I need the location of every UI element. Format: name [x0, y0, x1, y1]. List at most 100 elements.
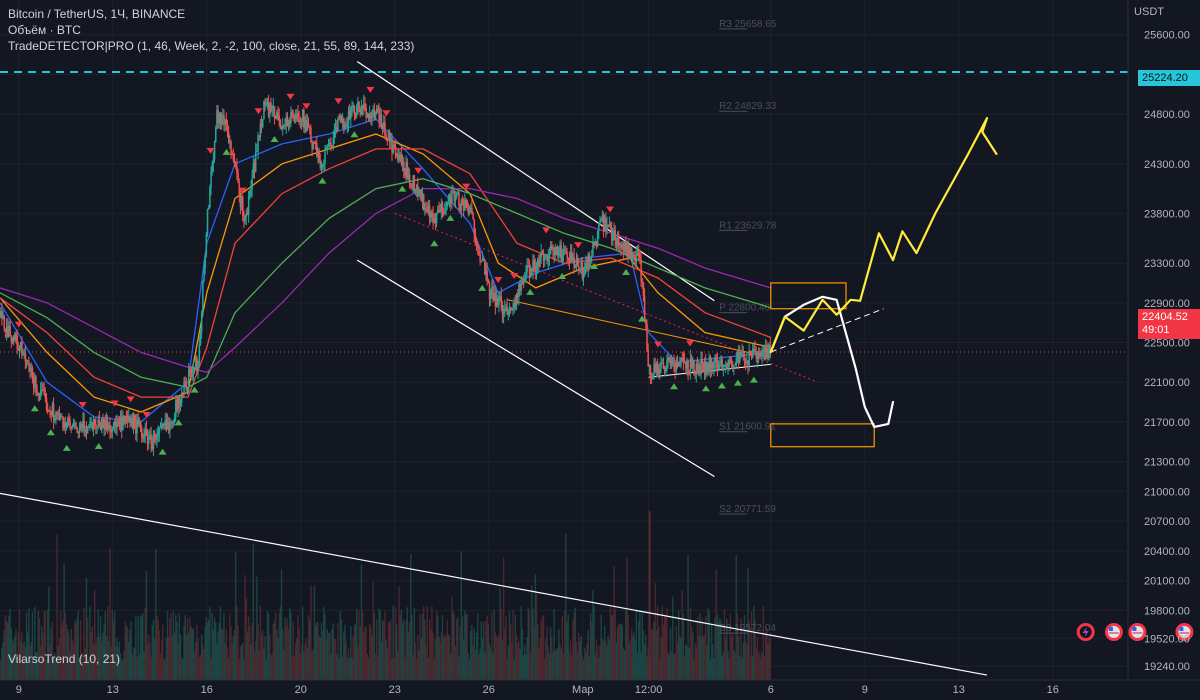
candle-body — [76, 427, 78, 433]
volume-bar — [222, 628, 224, 680]
volume-bar — [441, 614, 444, 680]
volume-bar — [155, 549, 157, 680]
candle-body — [578, 265, 580, 269]
price-axis[interactable]: 25600.00 24800.00 24300.00 23800.00 23300.00… — [1127, 0, 1190, 680]
volume-bar — [759, 650, 761, 680]
volume-bar — [116, 638, 118, 680]
candle-body — [106, 420, 109, 430]
time-axis[interactable]: 9 13 16 20 23 26 Мар 12:00 6 9 13 16 — [0, 679, 1200, 696]
candle-body — [501, 308, 504, 315]
candle-body — [460, 200, 463, 211]
candle-body — [730, 360, 733, 365]
volume-bar — [363, 632, 365, 680]
volume-bar — [554, 650, 556, 680]
candle-body — [273, 106, 276, 117]
volume-bar — [291, 656, 293, 680]
candle-body — [492, 287, 494, 301]
volume-bar — [719, 617, 721, 680]
volume-bar — [215, 622, 217, 680]
volume-bar — [68, 633, 70, 680]
volume-bar — [146, 644, 149, 680]
volume-bar — [665, 616, 667, 680]
candle-body — [24, 353, 27, 362]
candle-body — [211, 163, 213, 172]
candle-body — [102, 419, 104, 428]
candle-body — [680, 357, 682, 364]
volume-bar — [571, 655, 573, 680]
volume-bar — [689, 607, 692, 680]
target-zones[interactable] — [770, 282, 875, 448]
volume-bar — [130, 621, 132, 680]
volume-bar — [587, 630, 589, 680]
candle-body — [659, 368, 661, 375]
volume-bar — [301, 606, 304, 680]
sell-signal-marker — [366, 86, 375, 93]
volume-bar — [81, 652, 83, 680]
trend-lines[interactable] — [0, 61, 1128, 676]
volume-bar — [274, 612, 277, 680]
volume-bar — [630, 628, 633, 680]
candle-body — [251, 177, 253, 189]
volume-bar — [507, 645, 509, 680]
candle-body — [227, 131, 230, 142]
candle-body — [188, 369, 190, 389]
candle-body — [200, 312, 203, 333]
candle-body — [218, 112, 221, 124]
volume-bar — [418, 649, 420, 680]
candle-body — [744, 361, 747, 364]
time-tick-label: 20 — [295, 684, 307, 696]
oscillator-legend[interactable]: VilarsoTrend (10, 21) — [8, 652, 121, 666]
candle-body — [121, 416, 123, 431]
event-icons[interactable] — [1076, 623, 1194, 641]
candle-body — [653, 363, 655, 376]
candle-body — [101, 419, 103, 431]
candle-body — [398, 158, 400, 161]
candle-body — [267, 102, 270, 116]
candle-body — [311, 142, 313, 149]
dashed-level-tag: 25224.20 — [1138, 70, 1200, 86]
candle-body — [555, 246, 558, 248]
candle-body — [299, 121, 302, 123]
candle-body — [735, 359, 738, 366]
volume-bar — [90, 632, 92, 680]
candle-body — [437, 209, 439, 214]
candle-body — [546, 256, 548, 261]
candle-body — [602, 215, 605, 232]
volume-bar — [223, 612, 225, 680]
buy-signal-marker — [46, 429, 55, 436]
volume-bar — [412, 654, 414, 680]
candle-body — [233, 160, 236, 165]
candle-body — [252, 163, 255, 178]
volume-bar — [66, 629, 69, 680]
candle-body — [77, 432, 80, 434]
price-tick-label: 22100.00 — [1144, 377, 1190, 389]
volume-bar — [492, 652, 494, 680]
sell-signal-marker — [510, 272, 519, 279]
candle-body — [333, 128, 336, 139]
candle-body — [301, 109, 304, 121]
volume-bar — [307, 614, 310, 680]
volume-bar — [686, 646, 688, 680]
candle-body — [571, 252, 573, 261]
candle-body — [384, 122, 386, 136]
candle-body — [65, 426, 68, 428]
volume-bar — [25, 612, 28, 680]
volume-bar — [30, 641, 32, 680]
volume-bar — [128, 641, 130, 680]
volume-bar — [246, 631, 249, 680]
candle-body — [314, 142, 317, 144]
candle-body — [408, 174, 411, 185]
volume-bar — [332, 623, 334, 680]
candle-body — [541, 252, 544, 255]
forecast-paths[interactable] — [769, 117, 998, 428]
candle-body — [487, 279, 490, 283]
candle-body — [650, 378, 653, 380]
pivot-label: R1 23629.78 — [719, 220, 777, 231]
candle-body — [243, 215, 245, 221]
volume-bar — [152, 619, 155, 680]
volume-bar — [265, 658, 267, 680]
candle-body — [701, 358, 703, 365]
volume-bar — [501, 640, 504, 680]
volume-bar — [473, 628, 475, 680]
